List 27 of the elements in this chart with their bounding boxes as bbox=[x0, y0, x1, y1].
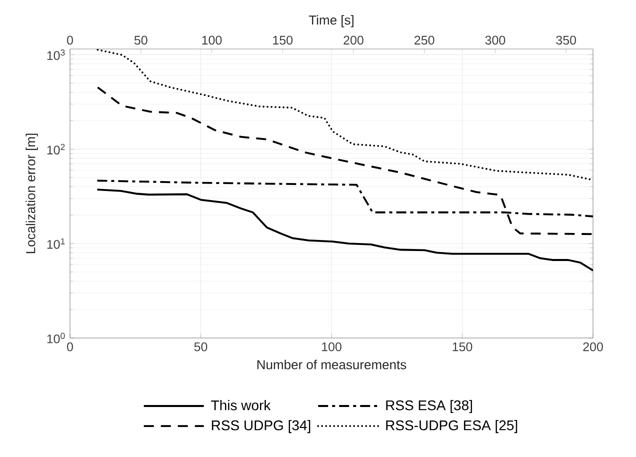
legend-label: RSS-UDPG ESA [25] bbox=[386, 420, 518, 434]
line-series bbox=[96, 188, 594, 272]
x2-axis-title: Time [s] bbox=[308, 15, 354, 28]
x2-tick-label: 300 bbox=[485, 36, 506, 45]
x2-tick-label: 250 bbox=[414, 36, 434, 45]
x2-tick-label: 100 bbox=[202, 36, 222, 45]
y-tick-label: 10$^{3}$ bbox=[47, 49, 65, 60]
x-axis-title: Number of measurements bbox=[257, 360, 406, 370]
x2-tick-label: 200 bbox=[344, 36, 364, 45]
y-tick-label: 10$^{2}$ bbox=[47, 144, 65, 154]
y-axis-title: Localization error [m] bbox=[26, 134, 38, 254]
x2-tick-label: 150 bbox=[273, 36, 293, 45]
x2-tick-label: 350 bbox=[556, 36, 576, 45]
x-tick-label: 200 bbox=[583, 342, 603, 352]
legend-label: RSS UDPG [34] bbox=[212, 420, 310, 434]
x2-tick-label: 50 bbox=[134, 36, 148, 45]
x-tick-label: 150 bbox=[452, 342, 472, 352]
x2-tick-label: 0 bbox=[67, 36, 73, 45]
x-tick-label: 0 bbox=[67, 342, 73, 352]
legend-label: This work bbox=[211, 400, 271, 410]
line-series bbox=[96, 48, 594, 181]
line-series bbox=[96, 86, 594, 236]
legend-label: RSS ESA [38] bbox=[386, 400, 472, 414]
x-tick-label: 50 bbox=[194, 342, 208, 352]
y-tick-label: 10$^{1}$ bbox=[47, 238, 65, 249]
y-tick-label: 10$^{0}$ bbox=[47, 332, 65, 344]
x-tick-label: 100 bbox=[322, 342, 342, 352]
